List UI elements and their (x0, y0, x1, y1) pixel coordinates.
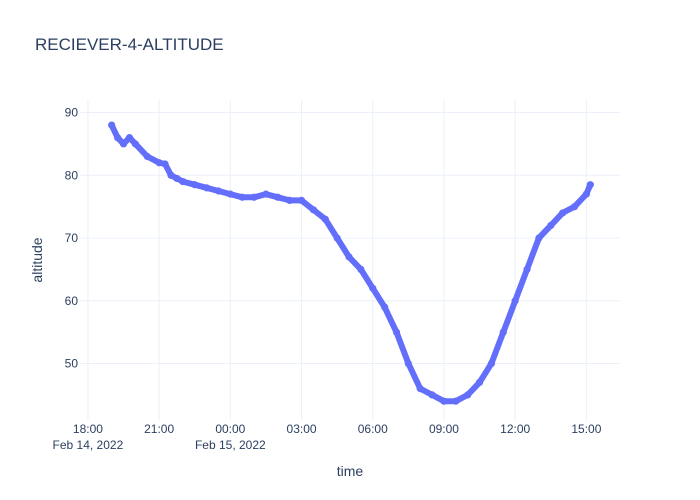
data-point (523, 265, 531, 274)
x-axis-ticks: 18:00 Feb 14, 2022 21:00 00:00 Feb 15, 2022 0… (53, 422, 602, 452)
x-gridlines (87, 100, 587, 420)
data-point (119, 140, 128, 148)
data-point (113, 134, 122, 142)
x-axis-label: time (337, 463, 364, 479)
x-tick-label: 09:00 (429, 422, 459, 436)
data-point (440, 397, 448, 405)
x-tick-label: 00:00 (215, 422, 245, 436)
data-point (357, 265, 365, 274)
data-point (404, 359, 412, 368)
data-point (559, 209, 567, 217)
data-point (547, 221, 555, 230)
data-point (155, 159, 163, 167)
data-point (452, 397, 460, 405)
data-point (586, 181, 594, 189)
data-point (369, 284, 377, 292)
data-point (202, 184, 211, 192)
y-axis-label: altitude (29, 237, 45, 282)
data-point (511, 297, 519, 305)
data-point (262, 190, 270, 198)
x-tick-label: 03:00 (287, 422, 317, 436)
y-tick-label: 60 (65, 294, 79, 308)
y-tick-label: 80 (65, 168, 79, 182)
data-point (487, 359, 496, 368)
data-point (214, 187, 223, 195)
x-tick-label: 21:00 (144, 422, 174, 436)
data-point (143, 152, 151, 161)
data-point (392, 328, 401, 336)
data-point (321, 215, 329, 223)
data-point (381, 303, 389, 311)
data-point (416, 385, 424, 393)
data-point (191, 181, 199, 189)
data-point (179, 177, 187, 186)
data-point (286, 196, 294, 204)
data-point (274, 193, 282, 201)
data-point (226, 190, 234, 198)
y-tick-label: 50 (65, 357, 79, 371)
y-axis-ticks: 50 60 70 80 90 (65, 106, 79, 371)
data-point (125, 134, 134, 142)
data-point (570, 203, 579, 211)
x-tick-date-label: Feb 15, 2022 (195, 438, 266, 452)
y-tick-label: 70 (65, 231, 79, 245)
series-altitude (108, 121, 594, 405)
data-point (464, 391, 472, 399)
data-point (161, 160, 169, 168)
x-tick-label: 15:00 (571, 422, 601, 436)
data-point (167, 171, 175, 179)
data-point (238, 193, 246, 201)
series-trace (108, 122, 594, 405)
data-point (333, 234, 341, 242)
y-tick-label: 90 (65, 106, 79, 120)
data-point (131, 140, 139, 148)
data-point (250, 193, 258, 201)
x-tick-label: 12:00 (500, 422, 530, 436)
data-point (345, 253, 353, 261)
data-point (499, 328, 507, 336)
data-point (108, 121, 116, 129)
x-tick-label: 18:00 (73, 422, 103, 436)
chart-title: RECIEVER-4-ALTITUDE (35, 35, 224, 54)
x-tick-date-label: Feb 14, 2022 (53, 438, 124, 452)
data-point (297, 196, 306, 204)
data-point (428, 391, 436, 399)
x-tick-label: 06:00 (358, 422, 388, 436)
data-point (309, 206, 318, 214)
data-point (475, 378, 484, 386)
data-point (582, 190, 590, 198)
data-point (535, 234, 543, 242)
data-point (173, 174, 181, 183)
